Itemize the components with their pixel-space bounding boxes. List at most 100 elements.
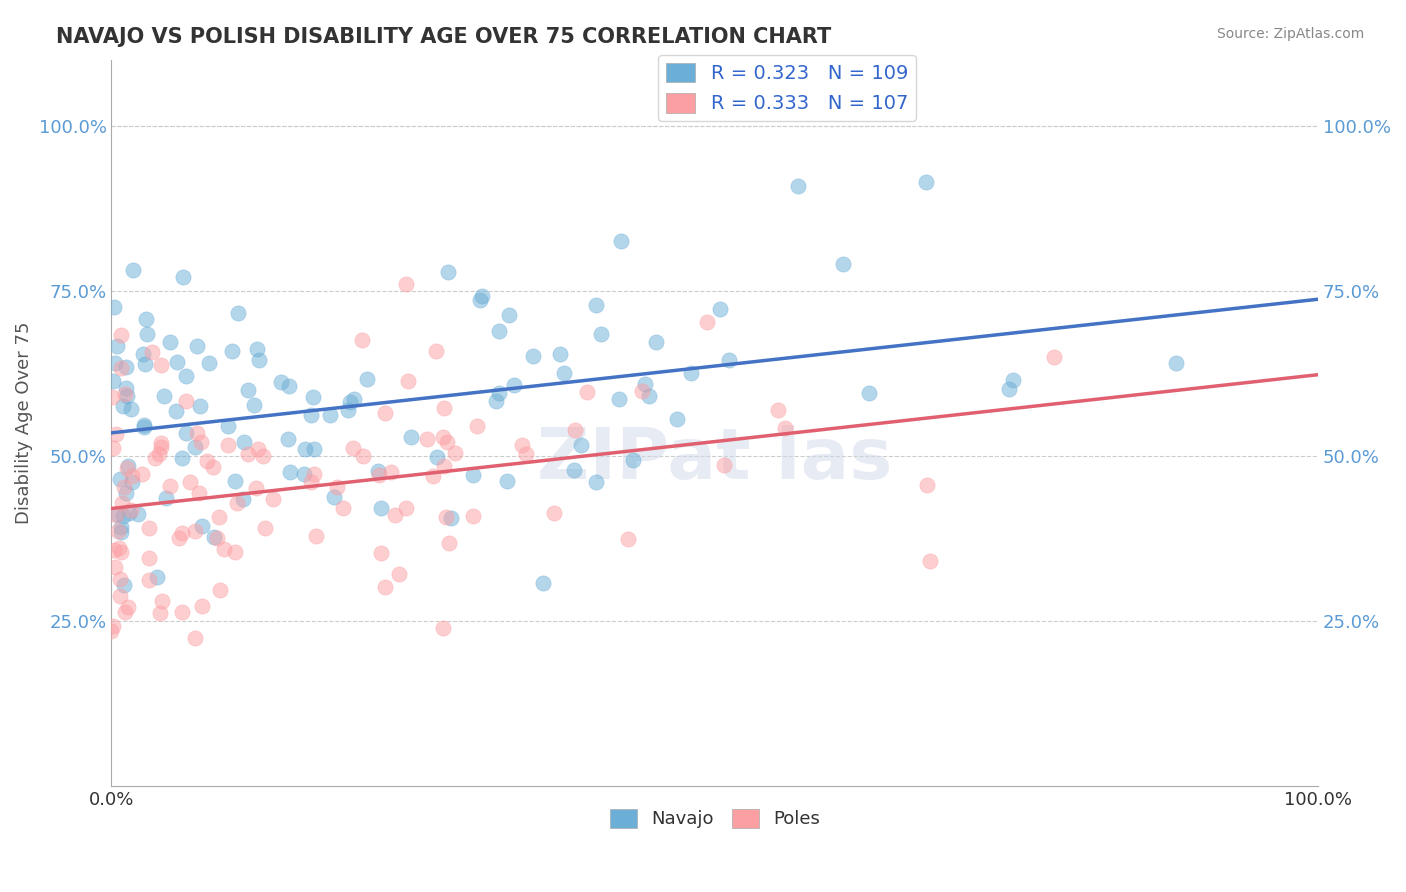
Point bbox=[576, 385, 599, 400]
Point bbox=[631, 384, 654, 398]
Point bbox=[132, 347, 155, 361]
Point bbox=[232, 492, 254, 507]
Point bbox=[183, 631, 205, 645]
Point bbox=[143, 451, 166, 466]
Point bbox=[226, 306, 249, 320]
Point bbox=[356, 372, 378, 386]
Point bbox=[138, 521, 160, 535]
Point bbox=[488, 324, 510, 338]
Point bbox=[304, 529, 326, 543]
Point bbox=[101, 391, 124, 405]
Point bbox=[110, 545, 132, 559]
Point bbox=[621, 452, 644, 467]
Point bbox=[399, 430, 422, 444]
Point bbox=[299, 475, 322, 489]
Point bbox=[104, 508, 127, 523]
Point bbox=[149, 359, 172, 373]
Point bbox=[108, 589, 131, 603]
Point bbox=[186, 426, 208, 441]
Legend: Navajo, Poles: Navajo, Poles bbox=[602, 802, 827, 836]
Point bbox=[138, 551, 160, 566]
Point bbox=[195, 454, 218, 468]
Point bbox=[107, 541, 129, 555]
Point bbox=[114, 486, 136, 500]
Point bbox=[120, 402, 142, 417]
Point bbox=[644, 335, 666, 350]
Point bbox=[302, 467, 325, 482]
Point bbox=[104, 426, 127, 441]
Point bbox=[301, 390, 323, 404]
Point bbox=[666, 412, 689, 426]
Point bbox=[212, 542, 235, 557]
Point bbox=[247, 353, 270, 368]
Point bbox=[191, 519, 214, 533]
Point bbox=[188, 399, 211, 413]
Point bbox=[543, 506, 565, 520]
Point bbox=[176, 369, 198, 384]
Point bbox=[436, 435, 458, 450]
Point bbox=[562, 463, 585, 477]
Point bbox=[202, 531, 225, 545]
Point bbox=[135, 311, 157, 326]
Point bbox=[374, 406, 396, 420]
Point bbox=[252, 449, 274, 463]
Point bbox=[108, 473, 131, 487]
Point bbox=[217, 438, 239, 452]
Point bbox=[150, 593, 173, 607]
Point bbox=[432, 621, 454, 635]
Point bbox=[585, 298, 607, 312]
Point bbox=[1043, 350, 1066, 364]
Point bbox=[224, 545, 246, 559]
Point bbox=[374, 580, 396, 594]
Point bbox=[773, 421, 796, 435]
Point bbox=[766, 402, 789, 417]
Point bbox=[436, 265, 458, 279]
Point bbox=[166, 355, 188, 369]
Point bbox=[444, 446, 467, 460]
Point bbox=[155, 491, 177, 505]
Point bbox=[323, 491, 346, 505]
Point bbox=[100, 624, 122, 639]
Point bbox=[319, 408, 342, 422]
Point bbox=[299, 408, 322, 422]
Point bbox=[224, 474, 246, 488]
Point bbox=[342, 442, 364, 456]
Point bbox=[101, 442, 124, 456]
Point bbox=[117, 507, 139, 521]
Point bbox=[134, 420, 156, 434]
Point bbox=[225, 496, 247, 510]
Point bbox=[718, 353, 741, 368]
Point bbox=[184, 524, 207, 538]
Point bbox=[637, 389, 659, 403]
Point bbox=[132, 418, 155, 433]
Point bbox=[432, 430, 454, 444]
Point bbox=[167, 531, 190, 545]
Point bbox=[522, 349, 544, 363]
Point bbox=[135, 327, 157, 342]
Point bbox=[510, 438, 533, 452]
Point bbox=[208, 509, 231, 524]
Point bbox=[488, 385, 510, 400]
Point bbox=[531, 576, 554, 591]
Point bbox=[439, 536, 461, 550]
Point bbox=[832, 257, 855, 271]
Point bbox=[217, 419, 239, 434]
Point bbox=[1001, 373, 1024, 387]
Point bbox=[370, 501, 392, 516]
Point bbox=[589, 326, 612, 341]
Point bbox=[131, 467, 153, 482]
Point bbox=[149, 606, 172, 620]
Point bbox=[553, 366, 575, 380]
Point bbox=[367, 467, 389, 482]
Point bbox=[503, 378, 526, 392]
Point bbox=[915, 477, 938, 491]
Point bbox=[425, 344, 447, 359]
Point bbox=[920, 554, 942, 568]
Point bbox=[179, 475, 201, 489]
Point bbox=[367, 464, 389, 478]
Point bbox=[370, 546, 392, 560]
Point bbox=[150, 436, 173, 450]
Point bbox=[101, 618, 124, 632]
Point bbox=[294, 442, 316, 456]
Point bbox=[713, 458, 735, 473]
